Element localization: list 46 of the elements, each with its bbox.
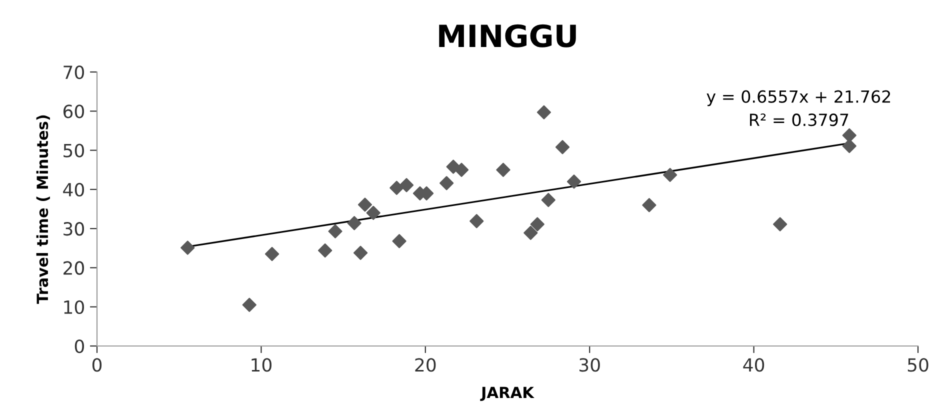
point (347, 216, 362, 230)
point (663, 168, 678, 182)
point (496, 162, 510, 177)
point (536, 105, 552, 120)
point (318, 243, 332, 258)
x-tick-label: 30 (579, 358, 600, 372)
point (264, 246, 280, 262)
annotation: R² = 0.3797 (750, 114, 848, 126)
x-axis-title: JARAK (480, 386, 534, 402)
point (470, 214, 484, 228)
y-tick-label: 10 (64, 300, 84, 314)
point (566, 174, 582, 189)
point (440, 176, 454, 190)
point (353, 246, 368, 260)
point (366, 206, 380, 220)
x-tick-label: 20 (415, 358, 436, 372)
y-tick-label: 30 (64, 222, 84, 236)
point (242, 298, 256, 312)
point (555, 140, 570, 154)
y-tick-label: 20 (64, 261, 84, 275)
point (358, 198, 372, 212)
x-tick-label: 0 (92, 358, 102, 372)
point (180, 240, 195, 255)
point (524, 226, 538, 240)
point (541, 192, 556, 208)
point (328, 224, 342, 238)
point (399, 178, 414, 192)
chart-title: MINGGU (439, 24, 576, 48)
point (642, 198, 656, 212)
point (530, 217, 544, 232)
y-tick-label: 40 (63, 182, 84, 197)
y-tick-label: 0 (74, 339, 84, 354)
point (392, 234, 406, 248)
point (773, 217, 788, 232)
y-axis-title: Travel time ( Minutes) (36, 115, 50, 304)
point (454, 162, 469, 177)
x-tick-label: 10 (252, 358, 272, 372)
y-tick-label: 60 (63, 104, 84, 118)
y-tick-label: 50 (64, 144, 84, 158)
point (842, 128, 856, 142)
point (842, 138, 856, 154)
y-tick-label: 70 (64, 65, 84, 80)
x-tick-label: 40 (743, 358, 764, 372)
x-tick-label: 50 (908, 358, 928, 372)
point (390, 180, 404, 195)
annotation: y = 0.6557x + 21.762 (706, 90, 890, 106)
